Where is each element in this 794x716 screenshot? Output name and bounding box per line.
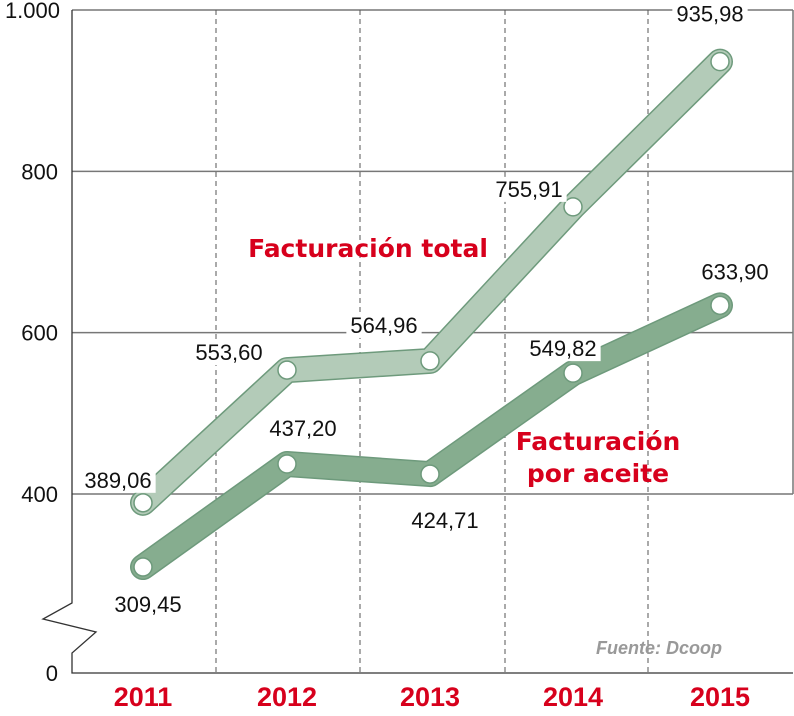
data-point: [133, 493, 153, 513]
data-label-bg: [265, 415, 341, 441]
x-tick-label: 2015: [690, 682, 750, 712]
y-tick-label: 600: [21, 321, 58, 346]
data-label: 755,91: [495, 177, 562, 202]
data-label-bg: [80, 467, 156, 493]
x-tick-label: 2012: [257, 682, 317, 712]
data-label: 564,96: [350, 313, 417, 338]
data-point: [563, 363, 583, 383]
data-label-bg: [491, 176, 567, 202]
data-label: 437,20: [269, 416, 336, 441]
data-label: 424,71: [411, 508, 478, 533]
data-label-bg: [525, 336, 601, 362]
y-tick-label: 800: [21, 159, 58, 184]
data-point: [563, 197, 583, 217]
data-label: 549,82: [529, 336, 596, 361]
x-tick-label: 2011: [114, 682, 173, 712]
data-label-bg: [191, 340, 267, 366]
data-label: 935,98: [676, 2, 743, 27]
data-point: [420, 464, 440, 484]
y-tick-label: 0: [46, 661, 58, 686]
series-label-aceite-line2: por aceite: [527, 459, 669, 488]
data-label-bg: [110, 592, 186, 618]
data-label-bg: [672, 1, 748, 27]
data-point: [133, 557, 153, 577]
data-label: 389,06: [84, 468, 151, 493]
data-label: 309,45: [114, 592, 181, 617]
axis-with-break: [41, 10, 793, 674]
data-point: [277, 360, 297, 380]
series-label-total: Facturación total: [248, 234, 488, 263]
data-label: 553,60: [195, 340, 262, 365]
data-label-bg: [697, 259, 773, 285]
y-tick-label: 400: [21, 482, 58, 507]
y-tick-label: 1.000: [5, 0, 60, 23]
data-label-bg: [407, 508, 483, 534]
data-label: 633,90: [701, 259, 768, 284]
source-note: Fuente: Dcoop: [596, 638, 722, 658]
data-point: [420, 351, 440, 371]
data-label-bg: [346, 312, 422, 338]
series-label-aceite-line1: Facturación: [516, 427, 681, 456]
data-point: [277, 454, 297, 474]
data-point: [710, 51, 730, 72]
x-tick-label: 2014: [543, 682, 603, 712]
x-tick-label: 2013: [400, 682, 460, 712]
data-point: [710, 295, 730, 316]
